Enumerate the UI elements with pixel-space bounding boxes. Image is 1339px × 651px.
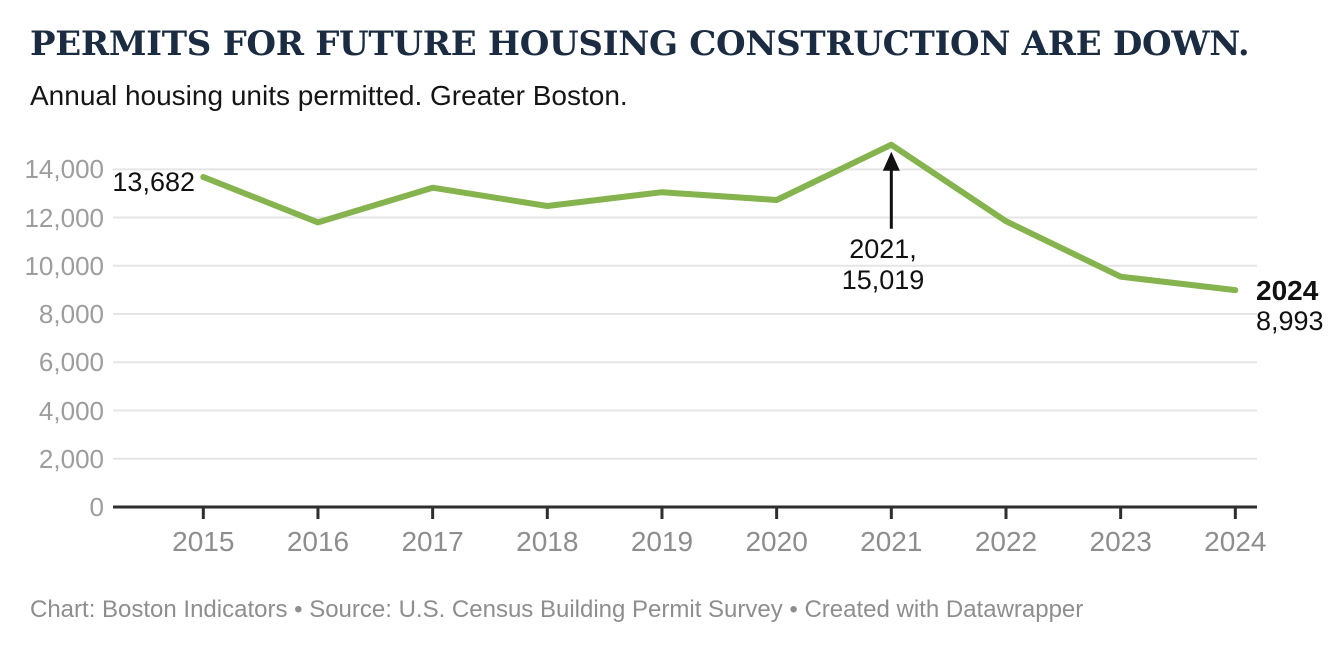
- page-title: PERMITS FOR FUTURE HOUSING CONSTRUCTION …: [30, 24, 1250, 64]
- annotation-arrow-head: [882, 151, 900, 171]
- end-point-label: 2024 8,993: [1256, 276, 1324, 337]
- attribution-line: Chart: Boston Indicators • Source: U.S. …: [30, 596, 1084, 623]
- y-tick-label: 0: [89, 492, 104, 522]
- peak-annotation-year: 2021,: [849, 234, 917, 264]
- x-tick-label: 2015: [172, 526, 235, 557]
- x-tick-label: 2016: [286, 526, 350, 557]
- x-tick-label: 2020: [745, 526, 808, 557]
- x-tick-label: 2021: [860, 526, 923, 557]
- x-tick-label: 2023: [1089, 526, 1152, 557]
- end-point-year: 2024: [1256, 275, 1319, 306]
- data-label-first-point: 13,682: [112, 167, 195, 197]
- y-tick-label: 8,000: [38, 299, 104, 330]
- x-tick-label: 2017: [401, 526, 464, 557]
- y-tick-label: 2,000: [38, 443, 104, 474]
- y-tick-label: 4,000: [38, 395, 104, 426]
- y-tick-label: 14,000: [24, 154, 104, 185]
- peak-annotation-value: 15,019: [841, 265, 925, 295]
- end-point-value: 8,993: [1256, 306, 1324, 336]
- y-tick-label: 12,000: [24, 202, 104, 233]
- data-line: [200, 141, 1239, 294]
- y-tick-label: 10,000: [24, 250, 104, 281]
- x-tick-label: 2019: [630, 526, 694, 557]
- y-tick-label: 6,000: [38, 347, 104, 378]
- peak-annotation: 2021, 15,019: [783, 234, 983, 296]
- x-tick-label: 2024: [1204, 526, 1267, 557]
- x-tick-label: 2022: [974, 526, 1038, 557]
- x-tick-label: 2018: [516, 526, 579, 557]
- chart-subtitle: Annual housing units permitted. Greater …: [30, 80, 628, 111]
